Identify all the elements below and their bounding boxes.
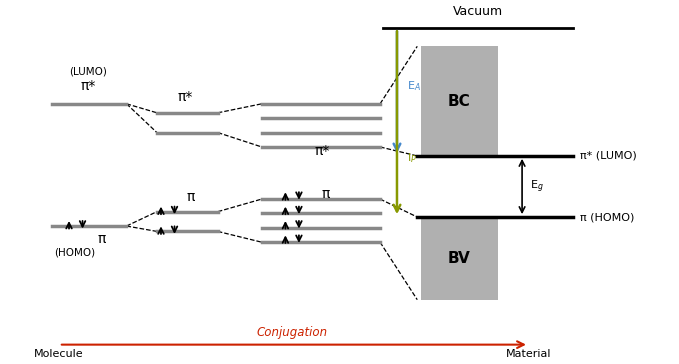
Text: BC: BC — [448, 94, 471, 109]
Text: Molecule: Molecule — [34, 349, 84, 359]
Text: π*: π* — [315, 143, 330, 158]
Bar — [421, 46, 498, 156]
Text: Vacuum: Vacuum — [453, 5, 503, 17]
Text: π: π — [322, 187, 330, 201]
Text: π*: π* — [80, 79, 96, 93]
Text: E$_A$: E$_A$ — [407, 79, 421, 93]
Text: Conjugation: Conjugation — [257, 326, 328, 339]
Text: π: π — [97, 232, 106, 246]
Text: π (HOMO): π (HOMO) — [580, 212, 634, 222]
Text: I$_P$: I$_P$ — [407, 151, 417, 165]
Text: π*: π* — [178, 90, 193, 104]
Text: BV: BV — [448, 251, 471, 266]
Text: (HOMO): (HOMO) — [54, 248, 95, 258]
Text: π: π — [187, 190, 195, 204]
Text: E$_g$: E$_g$ — [530, 178, 544, 195]
Text: (LUMO): (LUMO) — [69, 67, 107, 76]
Text: π* (LUMO): π* (LUMO) — [580, 151, 636, 161]
Bar — [421, 217, 498, 300]
Text: Material: Material — [506, 349, 551, 359]
